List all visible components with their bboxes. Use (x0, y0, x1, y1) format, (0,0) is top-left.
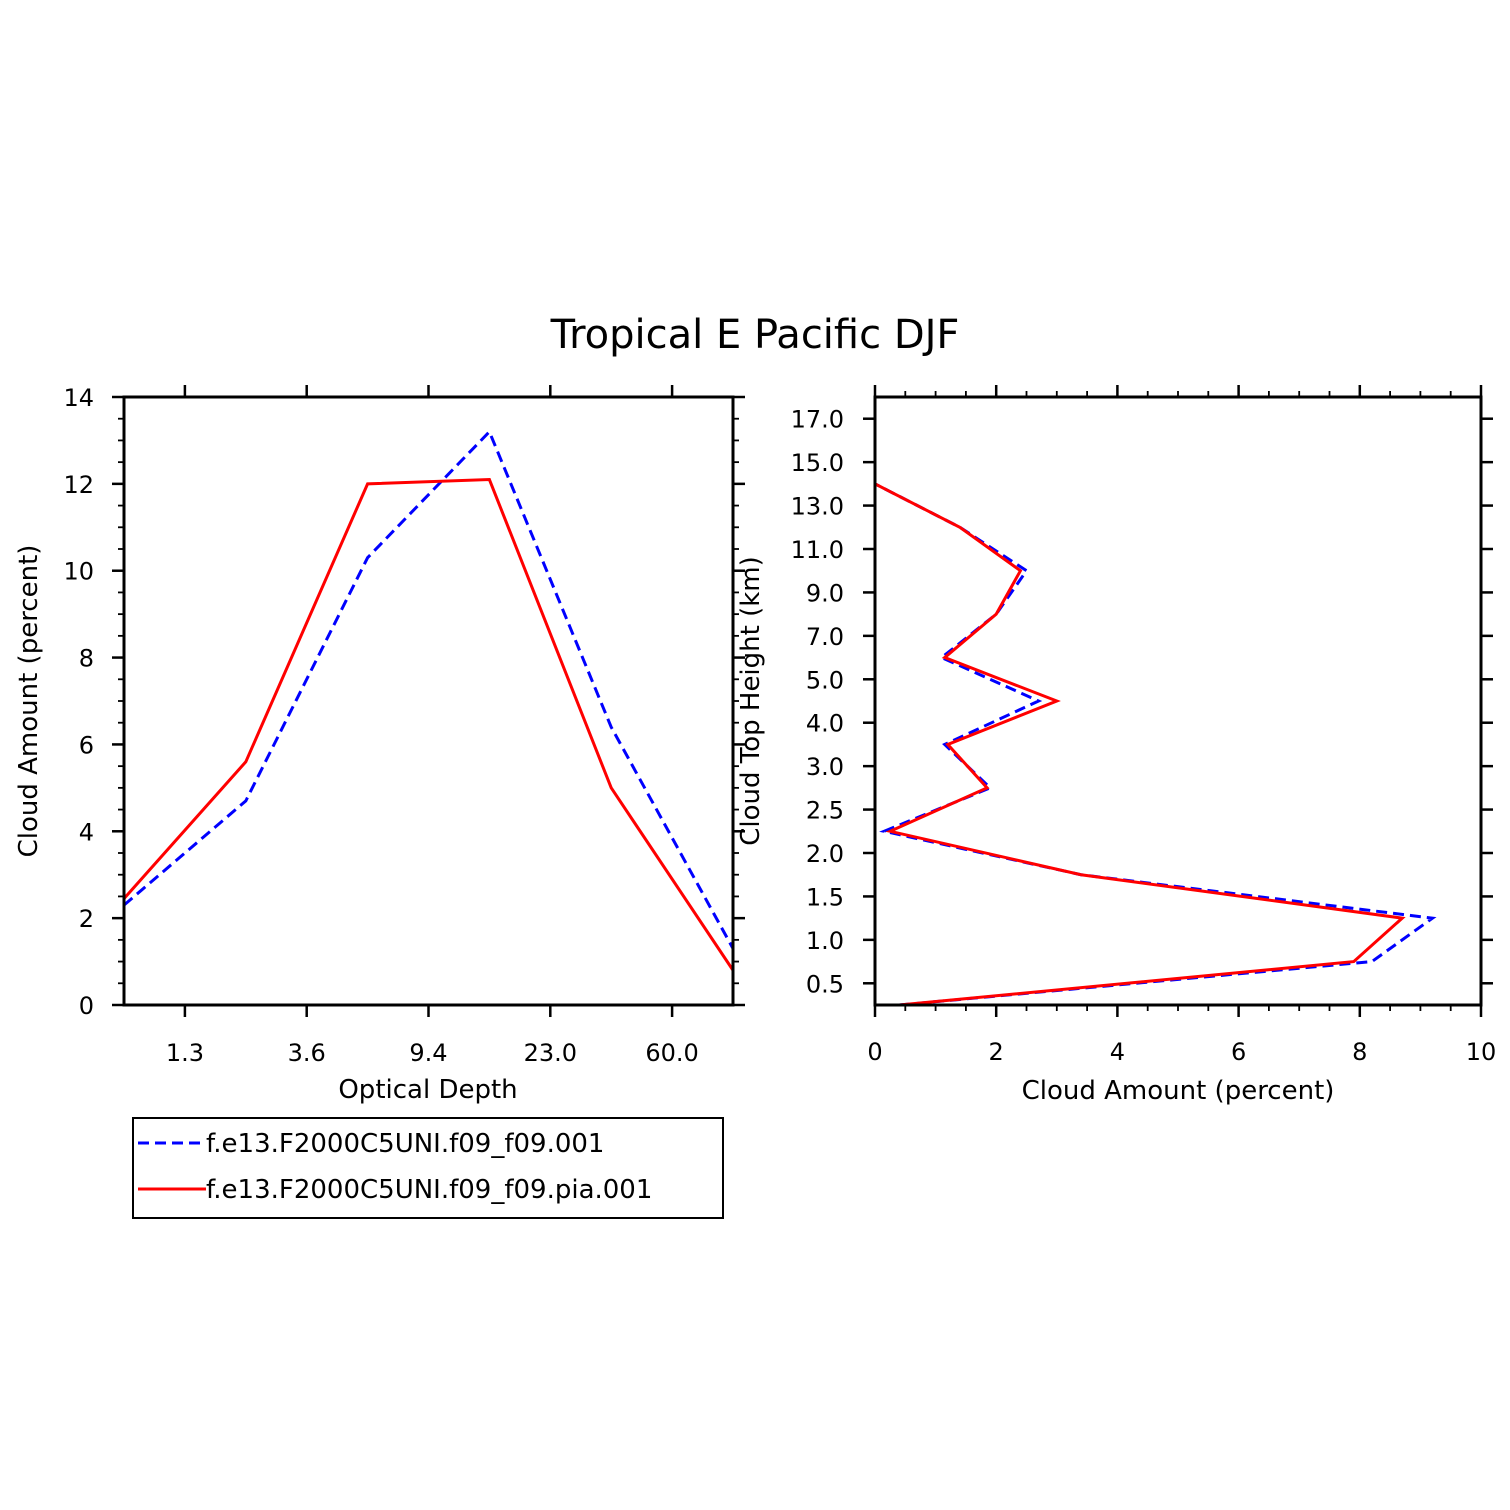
right-y-tick-label: 2.0 (806, 840, 844, 868)
right-tick-labels: 0 2 4 6 8 10 0.5 1.0 1.5 2.0 2.5 3.0 4.0 5.0 7.0 9.0 11.… (791, 406, 1497, 1066)
left-y-tick-label: 4 (79, 818, 94, 846)
right-y-tick-label: 15.0 (791, 449, 844, 477)
right-x-tick-label: 4 (1110, 1038, 1125, 1066)
left-x-tick-label: 9.4 (409, 1039, 447, 1067)
right-y-tick-label: 4.0 (806, 710, 844, 738)
right-y-tick-label: 0.5 (806, 970, 844, 998)
left-plot-frame (122, 395, 735, 1007)
left-series-lines (122, 429, 735, 972)
left-y-axis-label: Cloud Amount (percent) (14, 545, 44, 858)
right-x-tick-label: 0 (867, 1038, 882, 1066)
right-plot-frame (873, 395, 1483, 1007)
right-y-axis-label: Cloud Top Height (km) (736, 556, 766, 846)
right-y-tick-label: 11.0 (791, 536, 844, 564)
right-y-tick-label: 1.5 (806, 883, 844, 911)
legend: f.e13.F2000C5UNI.f09_f09.001 f.e13.F2000… (132, 1117, 724, 1219)
left-y-tick-label: 2 (79, 905, 94, 933)
right-y-tick-label: 3.0 (806, 753, 844, 781)
legend-label-dashed: f.e13.F2000C5UNI.f09_f09.001 (206, 1129, 604, 1159)
legend-label-solid: f.e13.F2000C5UNI.f09_f09.pia.001 (206, 1175, 652, 1205)
left-x-tick-label: 1.3 (166, 1039, 204, 1067)
left-x-tick-label: 3.6 (288, 1039, 326, 1067)
right-y-tick-label: 2.5 (806, 797, 844, 825)
left-y-tick-label: 14 (63, 384, 94, 412)
right-y-tick-label: 9.0 (806, 579, 844, 607)
chart-title: Tropical E Pacific DJF (550, 312, 960, 358)
left-y-tick-label: 6 (79, 731, 94, 759)
left-x-axis-label: Optical Depth (338, 1075, 517, 1105)
optical-depth-panel: 0 2 4 6 8 10 12 14 1.3 3.6 9.4 23.0 60.0 Optical Dep… (14, 384, 745, 1105)
right-y-tick-label: 13.0 (791, 493, 844, 521)
right-x-tick-label: 6 (1231, 1038, 1246, 1066)
right-x-tick-label: 8 (1352, 1038, 1367, 1066)
left-x-tick-label: 60.0 (645, 1039, 698, 1067)
left-series-dashed-line (123, 429, 735, 950)
cloud-top-height-panel: 0 2 4 6 8 10 0.5 1.0 1.5 2.0 2.5 3.0 4.0 5.0 7.0 9.0 11.… (736, 385, 1496, 1106)
left-y-tick-label: 0 (79, 992, 94, 1020)
left-y-tick-label: 12 (63, 471, 94, 499)
left-x-tick-label: 23.0 (524, 1039, 577, 1067)
right-x-tick-label: 10 (1466, 1038, 1497, 1066)
right-x-axis-label: Cloud Amount (percent) (1022, 1076, 1335, 1106)
right-series-lines (873, 397, 1437, 1007)
right-x-tick-label: 2 (989, 1038, 1004, 1066)
left-tick-labels: 0 2 4 6 8 10 12 14 1.3 3.6 9.4 23.0 60.0 (63, 384, 698, 1067)
right-series-solid-line (873, 397, 1406, 1007)
right-y-tick-label: 17.0 (791, 406, 844, 434)
left-y-tick-label: 8 (79, 645, 94, 673)
right-y-tick-label: 5.0 (806, 666, 844, 694)
left-y-tick-label: 10 (63, 558, 94, 586)
right-y-tick-label: 7.0 (806, 623, 844, 651)
right-y-tick-label: 1.0 (806, 927, 844, 955)
legend-box (132, 1117, 724, 1219)
left-series-solid-line (122, 477, 735, 972)
